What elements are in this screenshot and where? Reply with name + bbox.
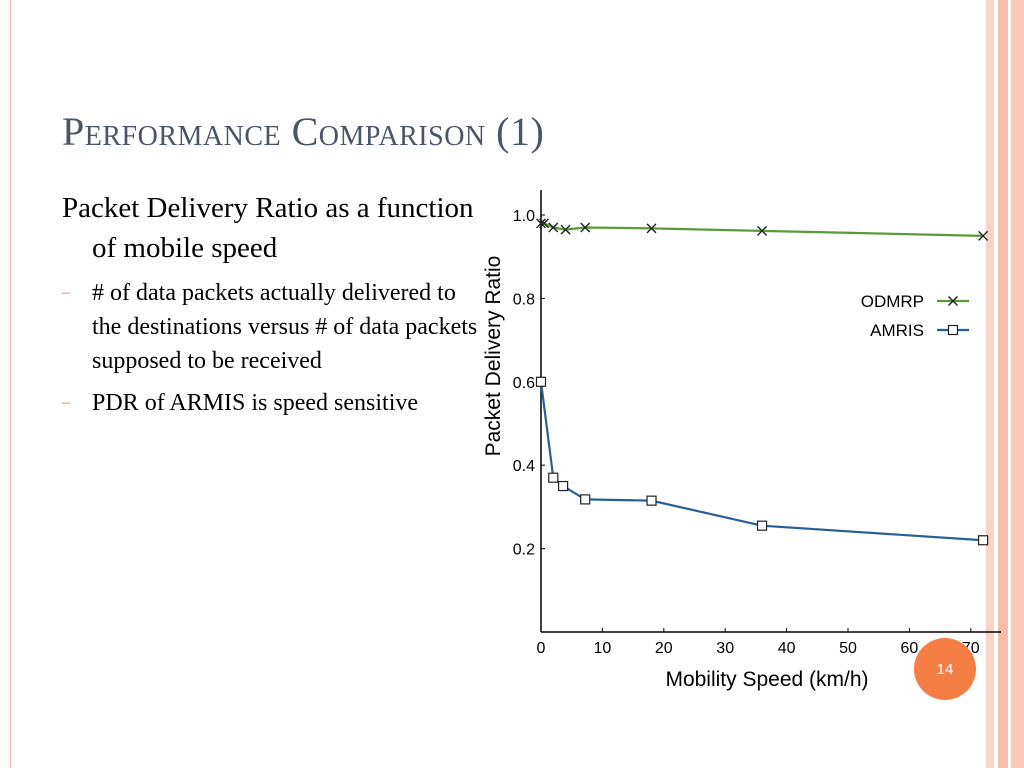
sub-bullet-item: – # of data packets actually delivered t… [62, 276, 482, 378]
y-tick-label: 1.0 [513, 208, 535, 225]
x-marker [948, 296, 958, 306]
x-tick-label: 0 [537, 640, 546, 657]
x-tick-label: 10 [594, 640, 612, 657]
pdr-line-chart: 0.20.40.60.81.00 10 20 30 40 50 60 70 ODMRPAMRI… [482, 190, 1001, 691]
square-marker [646, 495, 657, 506]
y-tick-label: 0.6 [513, 375, 535, 392]
y-tick-label: 0.4 [513, 458, 535, 475]
x-tick-label: 20 [655, 640, 673, 657]
page-number-badge: 14 [914, 638, 976, 700]
bullet-dash-icon: – [62, 394, 70, 411]
x-marker [539, 218, 550, 229]
square-marker [535, 376, 547, 387]
bullet-dash-icon: – [62, 284, 70, 301]
legend-label: AMRIS [870, 321, 924, 340]
x-tick-label: 30 [716, 640, 734, 657]
square-marker [548, 472, 559, 483]
sub-bullet-list: – # of data packets actually delivered t… [62, 276, 482, 420]
slide-body: Packet Delivery Ratio as a function of m… [62, 188, 482, 428]
square-marker [947, 324, 959, 336]
y-tick-label: 0.2 [513, 542, 535, 559]
sub-bullet-text: PDR of ARMIS is speed sensitive [92, 390, 419, 416]
slide-title: Performance Comparison (1) [62, 109, 545, 154]
x-marker [646, 223, 657, 234]
y-tick-label: 0.8 [513, 291, 535, 308]
x-marker [560, 224, 571, 235]
sub-bullet-text: # of data packets actually delivered to … [92, 280, 478, 374]
x-marker [536, 218, 546, 229]
x-marker [548, 222, 559, 233]
y-axis-label: Packet Delivery Ratio [482, 256, 505, 457]
x-axis-label: Mobility Speed (km/h) [665, 668, 868, 691]
right-decorative-stripes [980, 0, 1024, 768]
square-marker [558, 480, 569, 492]
sub-bullet-item: – PDR of ARMIS is speed sensitive [62, 386, 482, 420]
x-marker [978, 230, 989, 241]
legend-label: ODMRP [861, 292, 924, 311]
square-marker [977, 535, 989, 546]
left-border-line [10, 0, 11, 768]
main-bullet-text: Packet Delivery Ratio as a function of m… [62, 192, 474, 264]
square-marker [580, 494, 591, 505]
square-marker [756, 520, 768, 531]
x-marker [757, 225, 768, 236]
series-line-amris [539, 381, 984, 542]
series-line-odmrp [541, 222, 984, 237]
x-tick-label: 60 [901, 640, 919, 657]
x-marker [580, 222, 591, 233]
x-tick-label: 40 [778, 640, 796, 657]
x-tick-label: 50 [839, 640, 857, 657]
